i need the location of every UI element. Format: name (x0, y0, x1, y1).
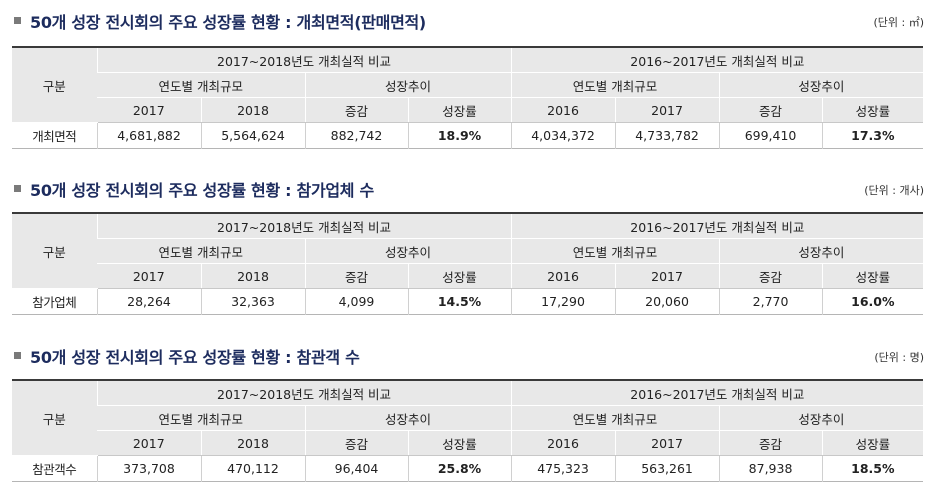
unit-label: (단위 : 명) (874, 351, 924, 364)
section-exhibition-area: 50개 성장 전시회의 주요 성장률 현황 : 개최면적(판매면적) (단위 :… (0, 8, 936, 149)
table-cell: 470,112 (200, 455, 305, 482)
header-category: 구분 (12, 213, 97, 289)
section-title: 50개 성장 전시회의 주요 성장률 현황 : 개최면적(판매면적) (30, 13, 426, 32)
header-category: 구분 (12, 47, 97, 123)
subheader-trend: 성장추이 (718, 405, 924, 431)
bullet-square-icon (14, 17, 21, 24)
col-header: 2017 (614, 97, 720, 123)
bullet-square-icon (14, 352, 21, 359)
table-cell: 4,733,782 (614, 122, 720, 149)
col-header: 증감 (718, 430, 823, 456)
col-header: 증감 (304, 97, 408, 123)
table-cell: 4,034,372 (510, 122, 616, 149)
stats-table: 구분 2017~2018년도 개최실적 비교 2016~2017년도 개최실적 … (12, 212, 924, 315)
growth-rate-cell: 14.5% (407, 288, 512, 315)
subheader-trend: 성장추이 (718, 72, 924, 98)
subheader-scale: 연도별 개최규모 (97, 405, 305, 431)
group-header-2017-2018: 2017~2018년도 개최실적 비교 (96, 213, 512, 239)
group-header-2016-2017: 2016~2017년도 개최실적 비교 (510, 380, 924, 406)
col-header: 2017 (97, 430, 201, 456)
col-header: 증감 (718, 263, 823, 289)
row-label: 개최면적 (12, 122, 97, 149)
table-cell: 475,323 (510, 455, 616, 482)
subheader-scale: 연도별 개최규모 (97, 238, 305, 264)
col-header: 증감 (718, 97, 823, 123)
table-cell: 20,060 (614, 288, 720, 315)
subheader-trend: 성장추이 (304, 405, 512, 431)
col-header: 2017 (97, 263, 201, 289)
col-header: 2018 (200, 97, 305, 123)
col-header: 2016 (510, 263, 616, 289)
col-header: 2018 (200, 430, 305, 456)
group-header-2016-2017: 2016~2017년도 개최실적 비교 (510, 47, 924, 73)
col-header: 성장률 (821, 97, 924, 123)
section-header: 50개 성장 전시회의 주요 성장률 현황 : 참관객 수 (단위 : 명) (0, 343, 936, 371)
growth-rate-cell: 25.8% (407, 455, 512, 482)
table-cell: 4,099 (304, 288, 408, 315)
group-header-2017-2018: 2017~2018년도 개최실적 비교 (96, 47, 512, 73)
col-header: 성장률 (821, 263, 924, 289)
section-title: 50개 성장 전시회의 주요 성장률 현황 : 참관객 수 (30, 348, 360, 367)
col-header: 성장률 (821, 430, 924, 456)
growth-rate-cell: 18.9% (407, 122, 512, 149)
col-header: 증감 (304, 430, 408, 456)
col-header: 성장률 (407, 430, 512, 456)
subheader-scale: 연도별 개최규모 (510, 405, 720, 431)
table-cell: 882,742 (304, 122, 408, 149)
col-header: 2018 (200, 263, 305, 289)
stats-table: 구분 2017~2018년도 개최실적 비교 2016~2017년도 개최실적 … (12, 379, 924, 482)
subheader-trend: 성장추이 (304, 238, 512, 264)
table-cell: 96,404 (304, 455, 408, 482)
col-header: 2017 (97, 97, 201, 123)
header-category: 구분 (12, 380, 97, 456)
growth-rate-cell: 17.3% (821, 122, 924, 149)
row-label: 참관객수 (12, 455, 97, 482)
subheader-scale: 연도별 개최규모 (510, 72, 720, 98)
section-title: 50개 성장 전시회의 주요 성장률 현황 : 참가업체 수 (30, 181, 374, 200)
section-visitors: 50개 성장 전시회의 주요 성장률 현황 : 참관객 수 (단위 : 명) 구… (0, 343, 936, 482)
table-row: 참가업체 28,264 32,363 4,099 14.5% 17,290 20… (12, 288, 924, 315)
table-cell: 563,261 (614, 455, 720, 482)
table-cell: 699,410 (718, 122, 823, 149)
subheader-scale: 연도별 개최규모 (510, 238, 720, 264)
growth-rate-cell: 18.5% (821, 455, 924, 482)
col-header: 성장률 (407, 263, 512, 289)
stats-table: 구분 2017~2018년도 개최실적 비교 2016~2017년도 개최실적 … (12, 46, 924, 149)
col-header: 성장률 (407, 97, 512, 123)
row-label: 참가업체 (12, 288, 97, 315)
subheader-scale: 연도별 개최규모 (97, 72, 305, 98)
bullet-square-icon (14, 185, 21, 192)
col-header: 2017 (614, 430, 720, 456)
section-header: 50개 성장 전시회의 주요 성장률 현황 : 참가업체 수 (단위 : 개사) (0, 176, 936, 204)
growth-rate-cell: 16.0% (821, 288, 924, 315)
table-row: 참관객수 373,708 470,112 96,404 25.8% 475,32… (12, 455, 924, 482)
col-header: 2017 (614, 263, 720, 289)
table-cell: 5,564,624 (200, 122, 305, 149)
table-cell: 87,938 (718, 455, 823, 482)
section-exhibitors: 50개 성장 전시회의 주요 성장률 현황 : 참가업체 수 (단위 : 개사)… (0, 176, 936, 315)
table-cell: 2,770 (718, 288, 823, 315)
table-cell: 4,681,882 (96, 122, 201, 149)
table-cell: 17,290 (510, 288, 616, 315)
table-cell: 373,708 (96, 455, 201, 482)
unit-label: (단위 : 개사) (864, 184, 924, 197)
subheader-trend: 성장추이 (304, 72, 512, 98)
unit-label: (단위 : ㎡) (873, 16, 924, 29)
group-header-2017-2018: 2017~2018년도 개최실적 비교 (96, 380, 512, 406)
col-header: 증감 (304, 263, 408, 289)
subheader-trend: 성장추이 (718, 238, 924, 264)
table-cell: 28,264 (96, 288, 201, 315)
group-header-2016-2017: 2016~2017년도 개최실적 비교 (510, 213, 924, 239)
col-header: 2016 (510, 430, 616, 456)
table-row: 개최면적 4,681,882 5,564,624 882,742 18.9% 4… (12, 122, 924, 149)
table-cell: 32,363 (200, 288, 305, 315)
section-header: 50개 성장 전시회의 주요 성장률 현황 : 개최면적(판매면적) (단위 :… (0, 8, 936, 36)
col-header: 2016 (510, 97, 616, 123)
